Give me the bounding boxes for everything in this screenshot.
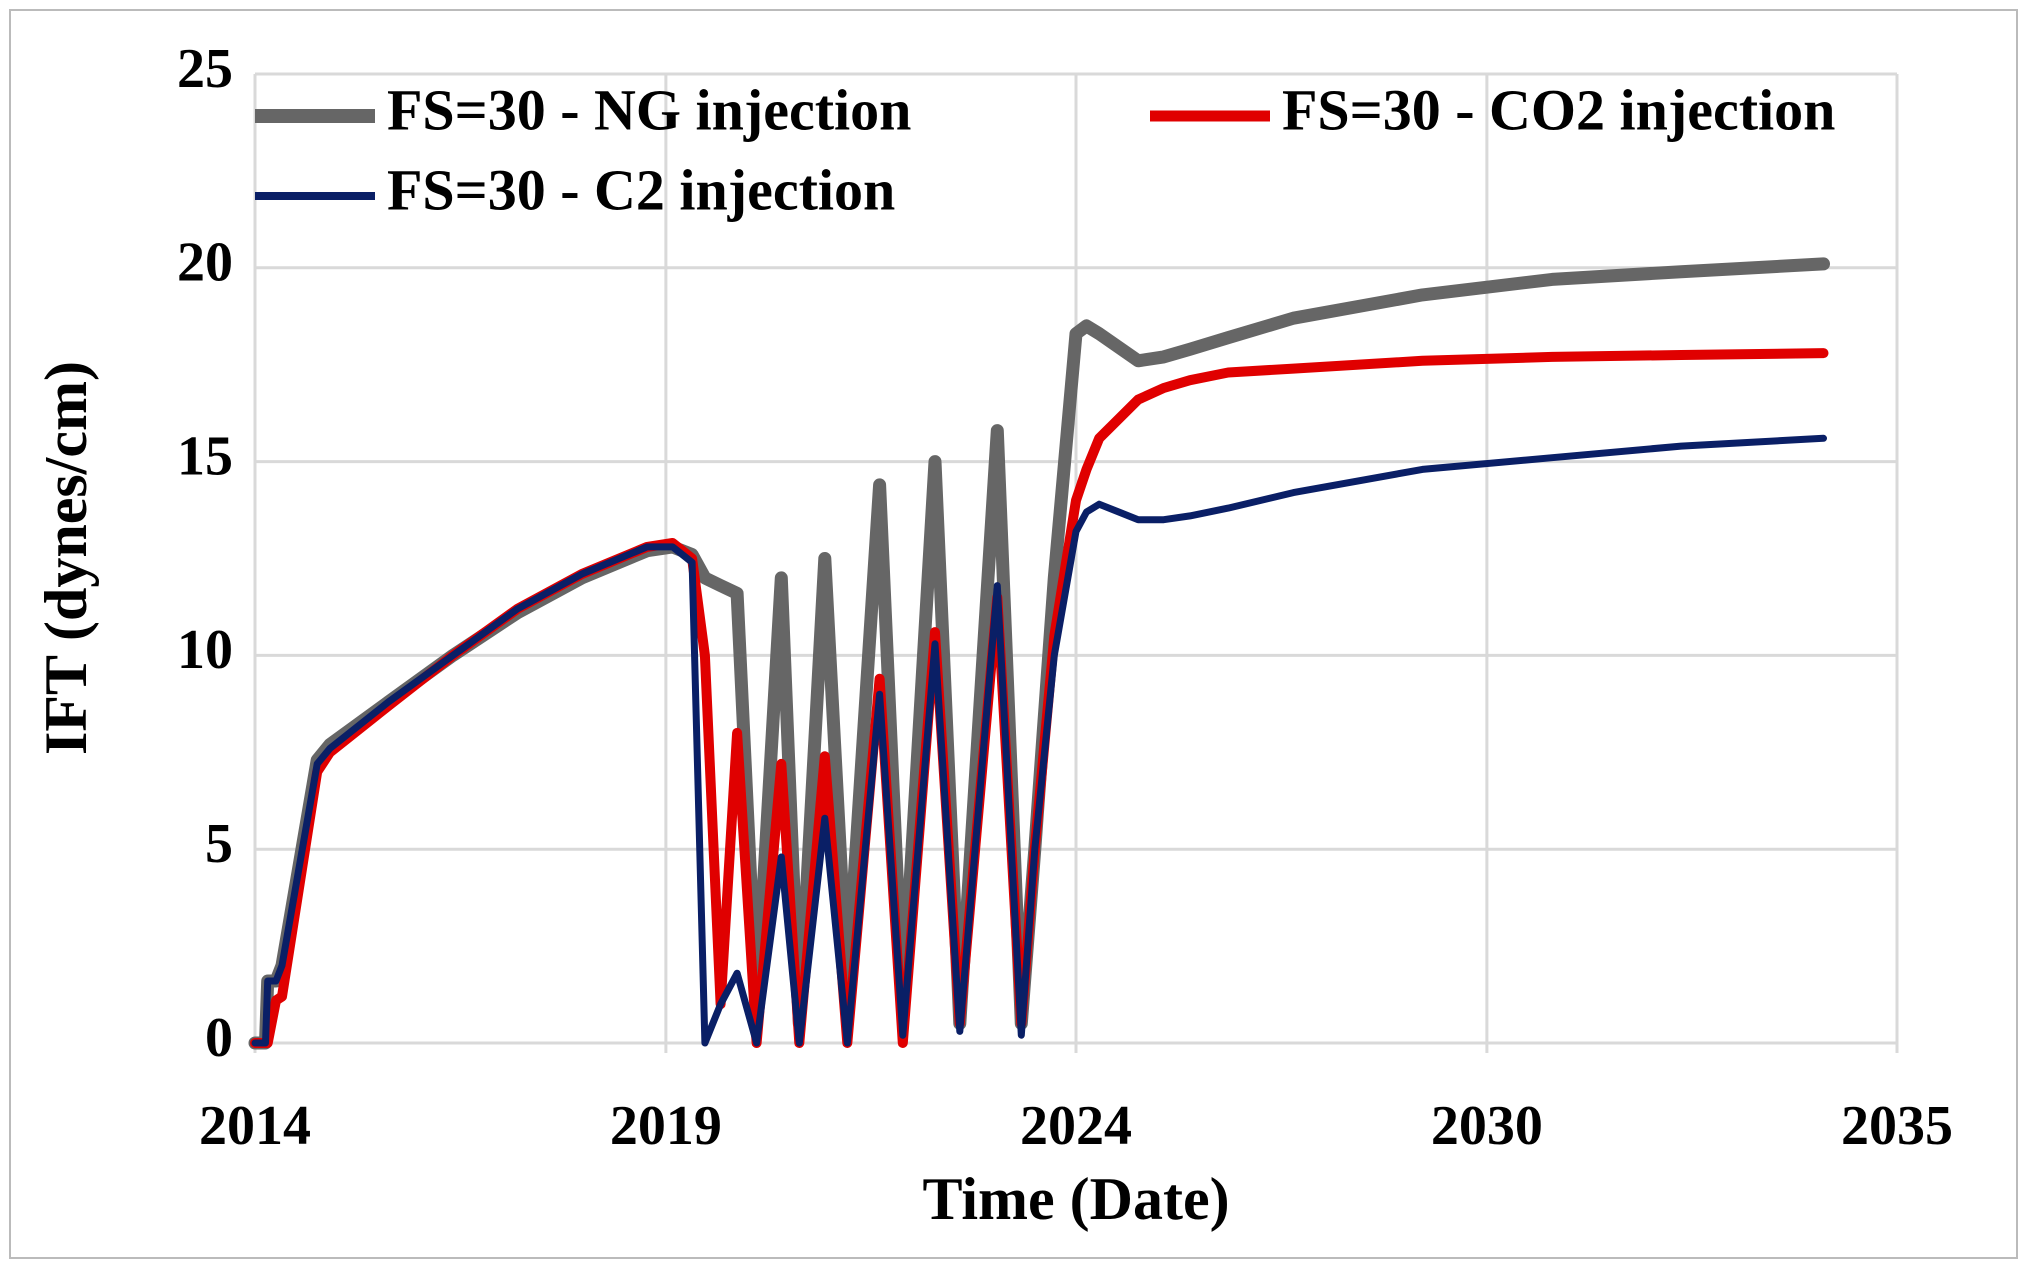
- series-line: [251, 434, 1827, 1047]
- y-tick-label: 20: [177, 232, 233, 294]
- x-tick-label: 2014: [199, 1095, 311, 1157]
- x-tick-label: 2030: [1431, 1095, 1543, 1157]
- y-axis-title: IFT (dynes/cm): [33, 361, 99, 755]
- x-tick-label: 2035: [1841, 1095, 1953, 1157]
- chart-frame: [9, 9, 2018, 1259]
- y-tick-label: 5: [205, 813, 233, 875]
- y-tick-label: 10: [177, 619, 233, 681]
- x-tick-label: 2019: [610, 1095, 722, 1157]
- x-axis-title: Time (Date): [922, 1166, 1229, 1232]
- legend-label: FS=30 - NG injection: [387, 77, 911, 142]
- y-tick-label: 0: [205, 1007, 233, 1069]
- x-tick-label: 2024: [1020, 1095, 1132, 1157]
- legend-label: FS=30 - CO2 injection: [1282, 77, 1835, 142]
- y-tick-label: 15: [177, 425, 233, 487]
- legend-label: FS=30 - C2 injection: [387, 157, 895, 222]
- y-tick-label: 25: [177, 38, 233, 100]
